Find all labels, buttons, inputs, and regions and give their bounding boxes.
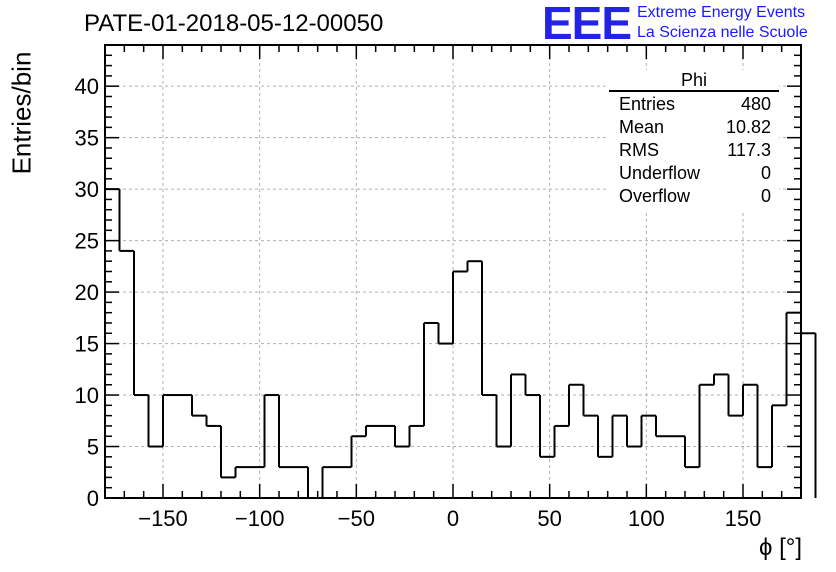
y-tick-label: 25: [75, 229, 99, 254]
x-tick-label: 150: [725, 506, 762, 531]
y-tick-label: 40: [75, 74, 99, 99]
eee-logo: EEE Extreme Energy Events La Scienza nel…: [542, 0, 832, 49]
stats-value: 0: [760, 186, 771, 206]
x-tick-label: −50: [338, 506, 375, 531]
x-tick-label: 0: [447, 506, 459, 531]
logo-line-2: La Scienza nelle Scuole: [637, 24, 808, 41]
x-axis-label: ϕ [°]: [758, 534, 802, 561]
stats-row-rms: RMS 117.3: [619, 140, 771, 163]
x-tick-label: −150: [138, 506, 188, 531]
stats-row-mean: Mean 10.82: [619, 117, 771, 140]
stats-value: 480: [740, 94, 771, 114]
y-tick-label: 15: [75, 332, 99, 357]
x-tick-label: 100: [628, 506, 665, 531]
stats-label: Mean: [619, 117, 665, 137]
stats-row-entries: Entries 480: [619, 94, 771, 117]
stats-label: RMS: [619, 140, 659, 160]
stats-value: 117.3: [727, 140, 771, 160]
stats-value: 0: [760, 163, 771, 183]
y-tick-label: 0: [87, 486, 99, 511]
chart-title: PATE-01-2018-05-12-00050: [84, 10, 384, 37]
stats-value: 10.82: [725, 117, 771, 137]
y-tick-label: 5: [87, 435, 99, 460]
stats-box: Phi Entries 480 Mean 10.82 RMS 117.3 Und…: [609, 70, 779, 210]
stats-row-underflow: Underflow 0: [619, 163, 771, 186]
stats-label: Entries: [619, 94, 676, 114]
x-tick-label: −100: [235, 506, 285, 531]
logo-line-1: Extreme Energy Events: [637, 4, 806, 21]
stats-label: Overflow: [619, 186, 691, 206]
y-tick-label: 35: [75, 126, 99, 151]
x-tick-label: 50: [537, 506, 561, 531]
stats-label: Underflow: [619, 163, 701, 183]
stats-title: Phi: [609, 70, 779, 92]
y-tick-label: 30: [75, 177, 99, 202]
y-tick-label: 20: [75, 280, 99, 305]
stats-row-overflow: Overflow 0: [619, 186, 771, 209]
eee-logo-mark: EEE: [542, 0, 632, 49]
y-tick-label: 10: [75, 383, 99, 408]
